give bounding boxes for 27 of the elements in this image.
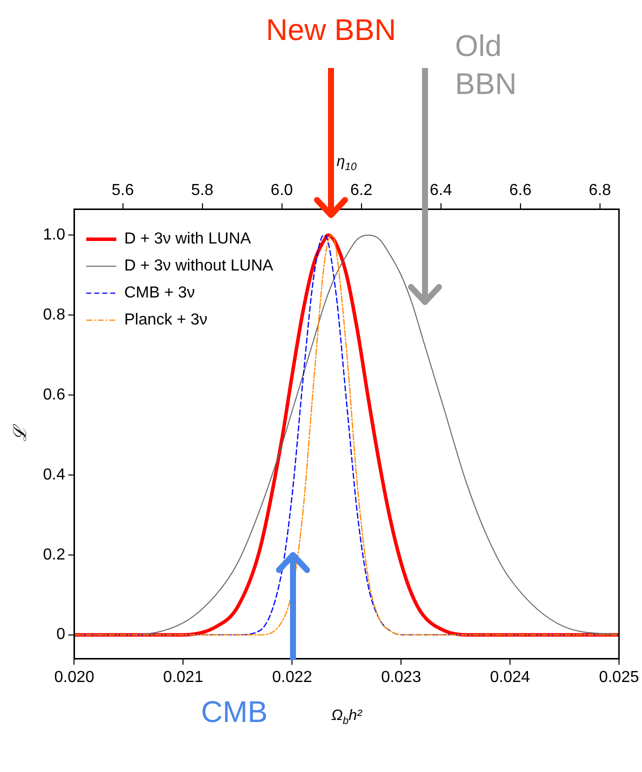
y-tick-label: 0.8 bbox=[42, 306, 66, 324]
x-tick-label: 0.022 bbox=[272, 668, 312, 686]
y-tick-label: 0.2 bbox=[42, 546, 66, 564]
x2-tick-label: 6.4 bbox=[430, 182, 452, 200]
legend-label: Planck + 3ν bbox=[124, 312, 208, 329]
y-tick-label: 0.4 bbox=[42, 466, 66, 484]
x-tick-label: 0.020 bbox=[54, 668, 94, 686]
y-tick-label: 0 bbox=[56, 626, 66, 644]
legend-label: D + 3ν without LUNA bbox=[124, 258, 274, 275]
text: Old BBN bbox=[455, 29, 518, 103]
text: CMB bbox=[201, 695, 269, 731]
x-tick-label: 0.021 bbox=[163, 668, 204, 686]
text: New BBN bbox=[264, 13, 398, 49]
x-tick-label: 0.023 bbox=[381, 668, 422, 686]
x2-tick-label: 6.6 bbox=[509, 182, 532, 200]
legend-label: D + 3ν with LUNA bbox=[124, 230, 252, 248]
x2-tick-label: 5.8 bbox=[191, 182, 214, 200]
x2-tick-label: 5.6 bbox=[112, 182, 134, 200]
x2-tick-label: 6.2 bbox=[350, 182, 373, 200]
x2-tick-label: 6.8 bbox=[588, 182, 612, 200]
legend-label: CMB + 3ν bbox=[124, 284, 195, 302]
x-tick-label: 0.025 bbox=[598, 668, 640, 686]
y-tick-label: 1.0 bbox=[42, 226, 66, 244]
x2-tick-label: 6.0 bbox=[270, 182, 294, 200]
y-axis-title: ℒ bbox=[10, 424, 30, 442]
y-tick-label: 0.6 bbox=[42, 386, 66, 404]
x-tick-label: 0.024 bbox=[490, 668, 530, 686]
